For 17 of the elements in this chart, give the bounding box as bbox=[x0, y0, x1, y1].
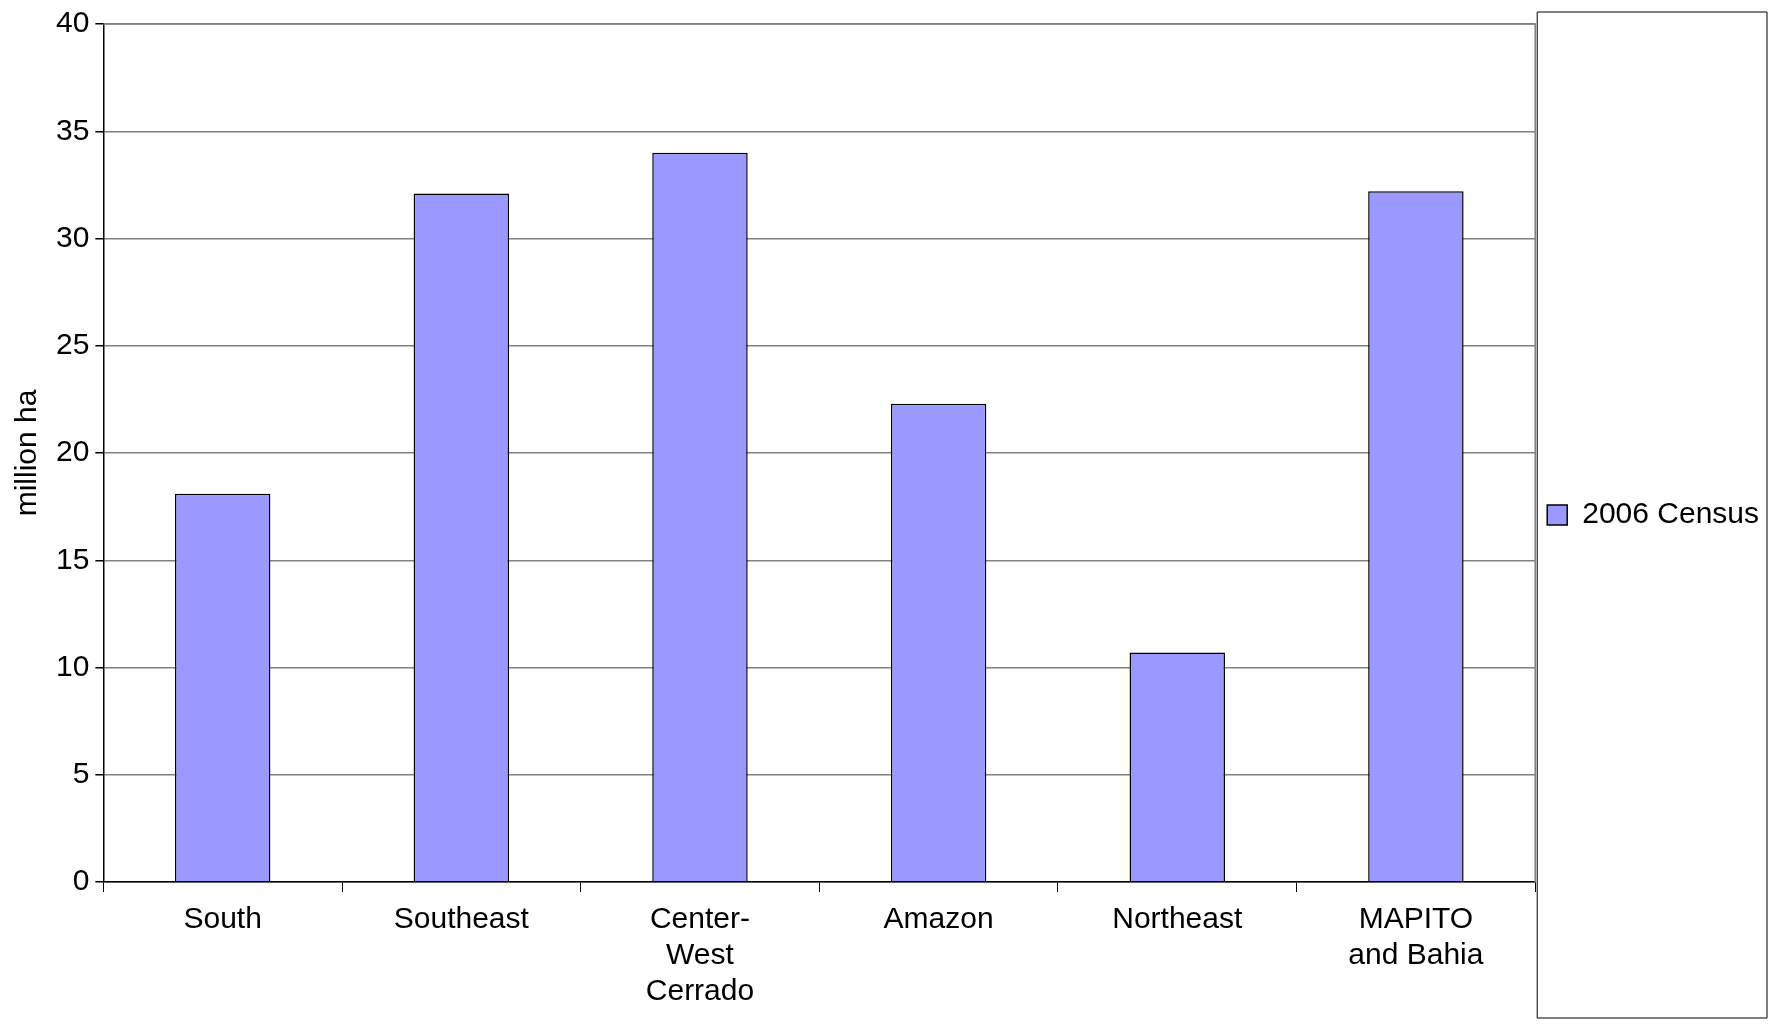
y-tick-label: 20 bbox=[55, 434, 90, 468]
x-tick-label: Northeast bbox=[1112, 901, 1243, 935]
y-tick-label: 40 bbox=[55, 5, 90, 39]
y-tick-label: 0 bbox=[72, 863, 90, 897]
y-tick-label: 5 bbox=[72, 756, 90, 790]
x-tick-label: South bbox=[183, 901, 262, 935]
x-tick-label: Southeast bbox=[393, 901, 530, 935]
x-tick-label: Amazon bbox=[883, 901, 994, 935]
y-tick-label: 10 bbox=[55, 648, 90, 682]
x-tick-label: MAPITO and Bahia bbox=[1348, 901, 1484, 971]
y-tick-label: 25 bbox=[55, 327, 90, 361]
y-tick-label: 15 bbox=[55, 541, 90, 575]
y-tick-label: 30 bbox=[55, 219, 90, 253]
x-tick-label: Center-West Cerrado bbox=[645, 901, 755, 1007]
legend-label: 2006 Census bbox=[1582, 496, 1759, 530]
y-tick-label: 35 bbox=[55, 112, 90, 146]
y-axis-title: million ha bbox=[9, 389, 43, 517]
